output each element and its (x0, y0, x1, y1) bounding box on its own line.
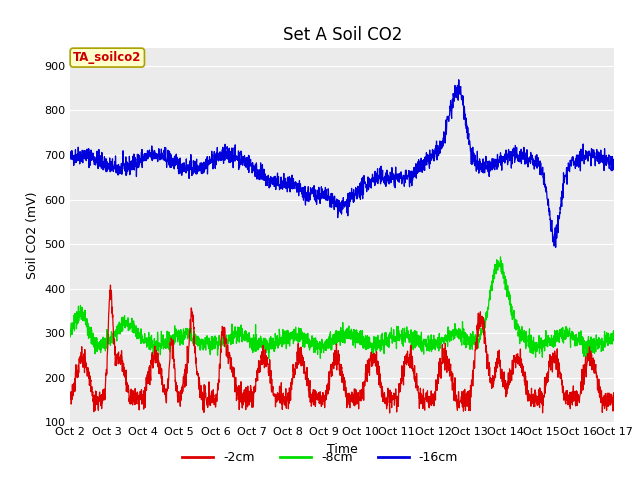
Y-axis label: Soil CO2 (mV): Soil CO2 (mV) (26, 192, 39, 279)
Title: Set A Soil CO2: Set A Soil CO2 (283, 25, 402, 44)
Legend: -2cm, -8cm, -16cm: -2cm, -8cm, -16cm (177, 446, 463, 469)
Text: TA_soilco2: TA_soilco2 (73, 51, 141, 64)
X-axis label: Time: Time (327, 443, 358, 456)
